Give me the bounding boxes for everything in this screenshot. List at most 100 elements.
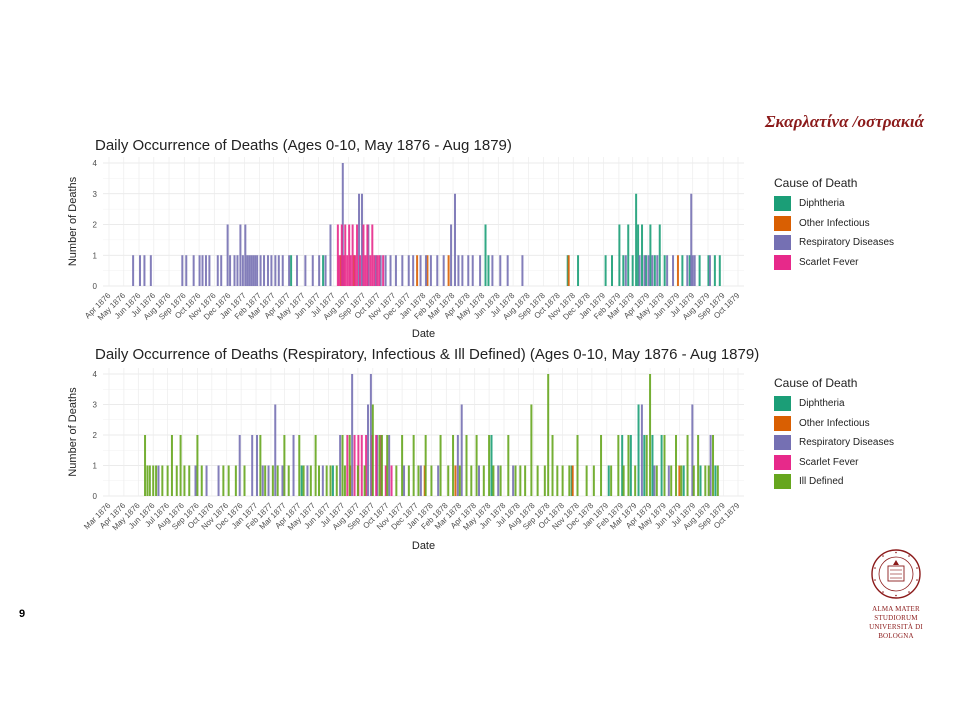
bar-other-infectious bbox=[567, 255, 570, 286]
legend-item: Diphtheria bbox=[774, 394, 894, 414]
bar-ill-defined bbox=[585, 465, 588, 496]
bar-ill-defined bbox=[507, 435, 510, 496]
bar-ill-defined bbox=[234, 465, 237, 496]
bar-diphtheria bbox=[713, 255, 716, 286]
bar-respiratory-diseases bbox=[233, 255, 236, 286]
bar-ill-defined bbox=[401, 435, 404, 496]
bar-respiratory-diseases bbox=[204, 255, 207, 286]
bar-ill-defined bbox=[196, 435, 199, 496]
bar-scarlet-fever bbox=[376, 255, 379, 286]
bar-scarlet-fever bbox=[353, 435, 356, 496]
bar-respiratory-diseases bbox=[651, 255, 654, 286]
bar-ill-defined bbox=[170, 435, 173, 496]
legend-title: Cause of Death bbox=[774, 376, 858, 390]
y-axis-title: Number of Deaths bbox=[67, 387, 79, 477]
logo-line-2: UNIVERSITÀ DI BOLOGNA bbox=[869, 623, 923, 640]
bar-respiratory-diseases bbox=[424, 255, 427, 286]
legend-label: Diphtheria bbox=[799, 198, 845, 210]
bar-diphtheria bbox=[300, 465, 303, 496]
legend-key bbox=[774, 396, 791, 412]
bar-respiratory-diseases bbox=[288, 255, 291, 286]
bar-ill-defined bbox=[470, 465, 473, 496]
legend-item: Scarlet Fever bbox=[774, 453, 894, 473]
bar-respiratory-diseases bbox=[389, 255, 392, 286]
legend-label: Other Infectious bbox=[799, 217, 870, 229]
bar-scarlet-fever bbox=[365, 435, 368, 496]
chart-2-legend: Cause of Death Diphtheria Other Infectiou… bbox=[774, 376, 894, 492]
bar-other-infectious bbox=[678, 465, 681, 496]
logo-line-1: ALMA MATER STUDIORUM bbox=[872, 605, 920, 622]
bar-ill-defined bbox=[465, 435, 468, 496]
bar-ill-defined bbox=[343, 465, 346, 496]
bar-respiratory-diseases bbox=[241, 255, 244, 286]
bar-scarlet-fever bbox=[340, 224, 343, 286]
bar-diphtheria bbox=[487, 255, 490, 286]
bar-ill-defined bbox=[155, 465, 158, 496]
bar-ill-defined bbox=[524, 465, 527, 496]
bar-scarlet-fever bbox=[346, 435, 349, 496]
bar-respiratory-diseases bbox=[318, 255, 321, 286]
bar-diphtheria bbox=[649, 224, 652, 286]
bar-diphtheria bbox=[629, 435, 632, 496]
bar-respiratory-diseases bbox=[266, 255, 269, 286]
bar-respiratory-diseases bbox=[229, 255, 232, 286]
bar-ill-defined bbox=[243, 465, 246, 496]
bar-other-infectious bbox=[416, 255, 419, 286]
bar-other-infectious bbox=[571, 465, 574, 496]
bar-respiratory-diseases bbox=[647, 255, 650, 286]
bar-respiratory-diseases bbox=[358, 193, 361, 286]
bar-other-infectious bbox=[426, 255, 429, 286]
bar-scarlet-fever bbox=[369, 255, 372, 286]
bar-diphtheria bbox=[635, 193, 638, 286]
bar-ill-defined bbox=[380, 435, 383, 496]
legend-label: Other Infectious bbox=[799, 417, 870, 429]
legend-key bbox=[774, 254, 791, 270]
bar-diphtheria bbox=[644, 255, 647, 286]
legend-title: Cause of Death bbox=[774, 176, 858, 190]
bar-scarlet-fever bbox=[338, 255, 341, 286]
bar-ill-defined bbox=[417, 465, 420, 496]
bar-diphtheria bbox=[658, 224, 661, 286]
bar-ill-defined bbox=[161, 465, 164, 496]
bar-respiratory-diseases bbox=[304, 255, 307, 286]
bar-respiratory-diseases bbox=[208, 255, 211, 286]
bar-respiratory-diseases bbox=[201, 255, 204, 286]
bar-respiratory-diseases bbox=[691, 255, 694, 286]
bar-diphtheria bbox=[490, 435, 493, 496]
bar-diphtheria bbox=[621, 435, 624, 496]
bar-respiratory-diseases bbox=[252, 255, 255, 286]
bar-ill-defined bbox=[146, 465, 149, 496]
bar-ill-defined bbox=[264, 465, 267, 496]
bar-ill-defined bbox=[697, 435, 700, 496]
bar-ill-defined bbox=[561, 465, 564, 496]
bar-scarlet-fever bbox=[336, 224, 339, 286]
bar-diphtheria bbox=[618, 224, 621, 286]
bar-ill-defined bbox=[645, 435, 648, 496]
y-tick-label: 3 bbox=[93, 190, 98, 199]
university-logo: ALMA MATER STUDIORUM UNIVERSITÀ DI BOLOG… bbox=[851, 548, 941, 641]
legend-item: Scarlet Fever bbox=[774, 253, 894, 273]
bar-scarlet-fever bbox=[371, 224, 374, 286]
bar-ill-defined bbox=[492, 465, 495, 496]
bar-respiratory-diseases bbox=[521, 255, 524, 286]
bar-respiratory-diseases bbox=[263, 255, 266, 286]
bar-respiratory-diseases bbox=[624, 255, 627, 286]
bar-diphtheria bbox=[651, 435, 654, 496]
bar-ill-defined bbox=[179, 435, 182, 496]
bar-ill-defined bbox=[412, 435, 415, 496]
bar-respiratory-diseases bbox=[429, 255, 432, 286]
bar-respiratory-diseases bbox=[149, 255, 152, 286]
bar-ill-defined bbox=[348, 435, 351, 496]
bar-respiratory-diseases bbox=[457, 255, 460, 286]
bar-respiratory-diseases bbox=[419, 465, 422, 496]
bar-respiratory-diseases bbox=[256, 255, 259, 286]
y-tick-label: 0 bbox=[93, 282, 98, 291]
bar-ill-defined bbox=[259, 435, 262, 496]
bar-diphtheria bbox=[718, 255, 721, 286]
legend-item: Other Infectious bbox=[774, 214, 894, 234]
bar-ill-defined bbox=[488, 435, 491, 496]
legend-label: Respiratory Diseases bbox=[799, 237, 895, 249]
y-tick-label: 4 bbox=[93, 370, 98, 379]
bar-ill-defined bbox=[175, 465, 178, 496]
y-tick-label: 1 bbox=[93, 251, 98, 260]
